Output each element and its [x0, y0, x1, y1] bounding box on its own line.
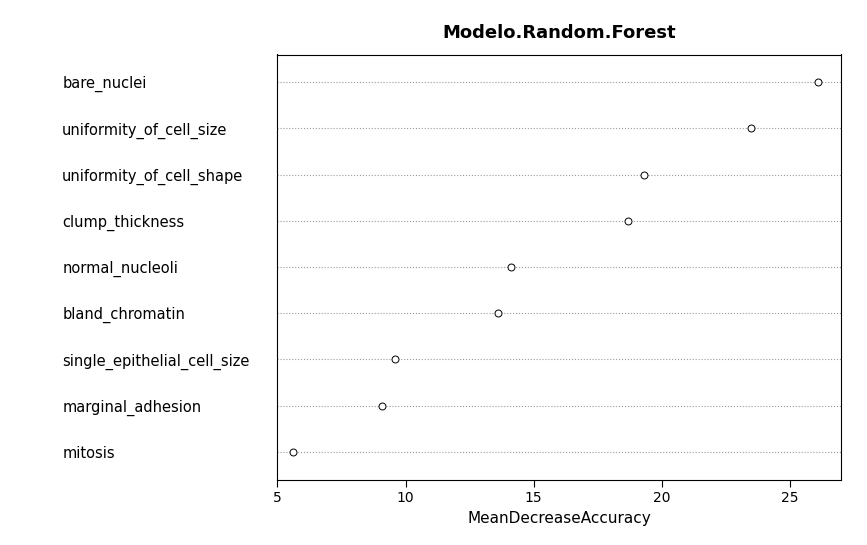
Point — [622, 216, 636, 225]
Point — [491, 309, 505, 318]
X-axis label: MeanDecreaseAccuracy: MeanDecreaseAccuracy — [467, 511, 651, 526]
Point — [811, 78, 825, 87]
Point — [504, 263, 518, 271]
Point — [636, 170, 650, 179]
Point — [745, 124, 759, 133]
Point — [286, 447, 300, 456]
Point — [375, 401, 389, 410]
Point — [388, 355, 402, 364]
Title: Modelo.Random.Forest: Modelo.Random.Forest — [442, 24, 676, 42]
